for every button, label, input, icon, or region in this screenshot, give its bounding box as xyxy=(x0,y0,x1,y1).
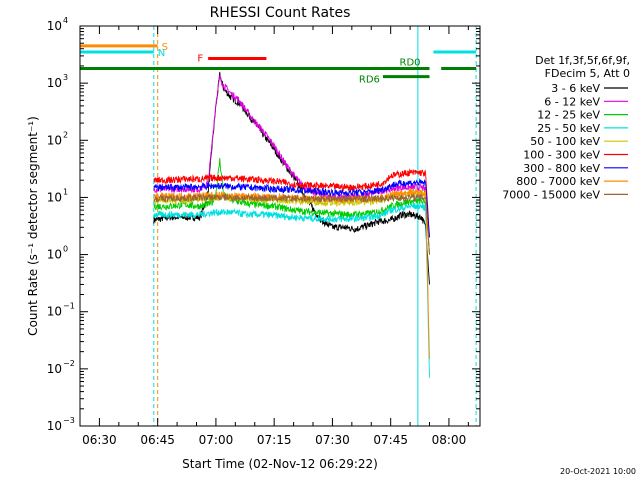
y-tick-label: 10 xyxy=(47,419,62,433)
x-tick-label: 07:45 xyxy=(373,433,408,447)
series-lines xyxy=(153,71,430,378)
legend: Det 1f,3f,5f,6f,9f,FDecim 5, Att 0 3 - 6 … xyxy=(502,54,630,201)
legend-label-3-6-kev: 3 - 6 keV xyxy=(551,82,600,95)
legend-label-50-100-kev: 50 - 100 keV xyxy=(530,135,600,148)
y-tick-label: 10 xyxy=(47,76,62,90)
footer-timestamp: 20-Oct-2021 10:00 xyxy=(560,467,636,476)
y-axis-label: Count Rate (s⁻¹ detector segment⁻¹) xyxy=(26,116,40,336)
annotation-label-rd0: RD0 xyxy=(400,58,421,69)
y-tick-exponent: −3 xyxy=(63,416,75,425)
annotation-label-n: N xyxy=(158,48,165,59)
vertical-markers xyxy=(79,26,477,426)
legend-label-800-7000-kev: 800 - 7000 keV xyxy=(516,175,600,188)
legend-label-12-25-kev: 12 - 25 keV xyxy=(537,109,600,122)
y-tick-label: 10 xyxy=(47,133,62,147)
legend-header: FDecim 5, Att 0 xyxy=(545,67,630,80)
y-tick-label: 10 xyxy=(47,305,62,319)
y-tick-exponent: 0 xyxy=(63,245,68,254)
y-tick-exponent: 3 xyxy=(63,73,68,82)
plot-frame xyxy=(79,25,481,427)
y-tick-label: 10 xyxy=(47,362,62,376)
legend-header: Det 1f,3f,5f,6f,9f, xyxy=(535,54,630,67)
chart-title: RHESSI Count Rates xyxy=(210,5,351,21)
series-line-12-25-kev xyxy=(153,157,430,255)
annotation-bars: SN F RD0 RD6 xyxy=(80,42,477,86)
y-tick-label: 10 xyxy=(47,248,62,262)
x-tick-label: 06:45 xyxy=(140,433,175,447)
y-tick-label: 10 xyxy=(47,19,62,33)
series-line-25-50-kev xyxy=(153,202,430,378)
y-tick-exponent: −2 xyxy=(63,359,75,368)
y-tick-exponent: −1 xyxy=(63,302,75,311)
x-tick-label: 07:00 xyxy=(199,433,234,447)
legend-label-300-800-kev: 300 - 800 keV xyxy=(523,162,600,175)
x-axis-ticks: 06:30 06:45 07:00 07:15 07:30 07:45 08:00 xyxy=(79,26,469,447)
x-axis-label: Start Time (02-Nov-12 06:29:22) xyxy=(182,457,378,471)
y-tick-exponent: 4 xyxy=(63,16,68,25)
annotation-label-rd6: RD6 xyxy=(359,75,380,86)
x-tick-label: 06:30 xyxy=(82,433,117,447)
series-line-7000-15000-kev xyxy=(153,193,430,255)
series-line-300-800-kev xyxy=(153,178,430,238)
x-tick-label: 07:30 xyxy=(315,433,350,447)
y-tick-exponent: 1 xyxy=(63,187,68,196)
legend-label-100-300-kev: 100 - 300 keV xyxy=(523,149,600,162)
y-tick-label: 10 xyxy=(47,190,62,204)
series-line-3-6-kev xyxy=(153,71,430,285)
series-line-6-12-kev xyxy=(153,75,430,255)
series-line-100-300-kev xyxy=(153,168,430,238)
annotation-label-f: F xyxy=(197,53,203,64)
x-tick-label: 07:15 xyxy=(257,433,292,447)
x-tick-label: 08:00 xyxy=(432,433,467,447)
annotation-label-s: S xyxy=(162,42,168,53)
legend-label-7000-15000-kev: 7000 - 15000 keV xyxy=(502,188,600,201)
legend-label-25-50-kev: 25 - 50 keV xyxy=(537,122,600,135)
legend-label-6-12-kev: 6 - 12 keV xyxy=(544,95,600,108)
y-tick-exponent: 2 xyxy=(63,130,68,139)
